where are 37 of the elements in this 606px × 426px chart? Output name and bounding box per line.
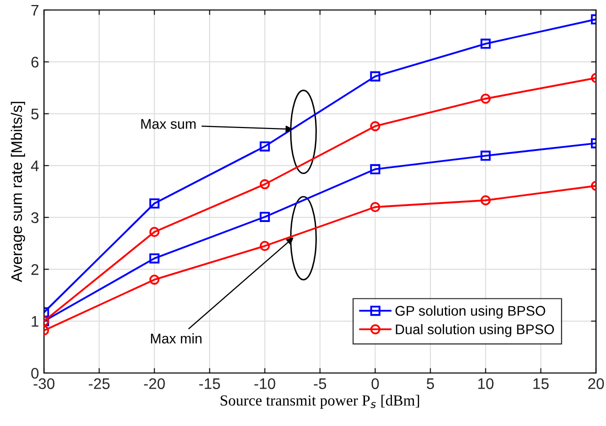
- annotation: Max min: [151, 333, 202, 344]
- x-tick-label: -15: [199, 378, 220, 390]
- y-tick-label: 0: [31, 368, 39, 379]
- y-tick-label: 6: [31, 56, 38, 68]
- x-tick-label: -10: [254, 378, 276, 390]
- point: [260, 212, 270, 222]
- point: [149, 253, 160, 264]
- y-tick-label: 2: [31, 264, 38, 275]
- legend-label: GP solution using BPSO: [395, 306, 546, 319]
- point: [149, 198, 160, 208]
- y-tick-label: 1: [32, 316, 38, 327]
- x-tick-label: -5: [314, 378, 326, 390]
- y-tick-label: 4: [30, 160, 39, 172]
- annotation: Max sum: [141, 119, 196, 129]
- y-tick-label: 3: [31, 212, 38, 224]
- point: [149, 274, 160, 285]
- x-tick-label: 20: [588, 378, 604, 390]
- x-axis-title: Source transmit power P$_{s}$ [dBm]: [220, 394, 420, 409]
- point: [260, 141, 270, 152]
- y-tick-label: 7: [31, 5, 38, 16]
- point: [370, 121, 380, 132]
- point: [260, 240, 270, 252]
- x-tick-label: 5: [426, 378, 434, 390]
- point: [370, 202, 380, 212]
- x-tick-label: 15: [533, 378, 549, 390]
- point: [370, 71, 380, 82]
- x-tick-label: -25: [88, 378, 110, 390]
- y-tick-label: 5: [31, 108, 38, 120]
- x-tick-label: 0: [372, 378, 379, 390]
- x-tick-label: 10: [478, 378, 494, 390]
- point: [149, 226, 160, 238]
- point: [260, 179, 270, 190]
- x-tick-label: -30: [34, 378, 54, 390]
- legend-label: Dual solution using BPSO: [396, 324, 554, 338]
- y-axis-title: Average sum rate [Mbits/s]: [10, 102, 26, 282]
- point: [370, 164, 380, 174]
- x-tick-label: -20: [144, 378, 165, 390]
